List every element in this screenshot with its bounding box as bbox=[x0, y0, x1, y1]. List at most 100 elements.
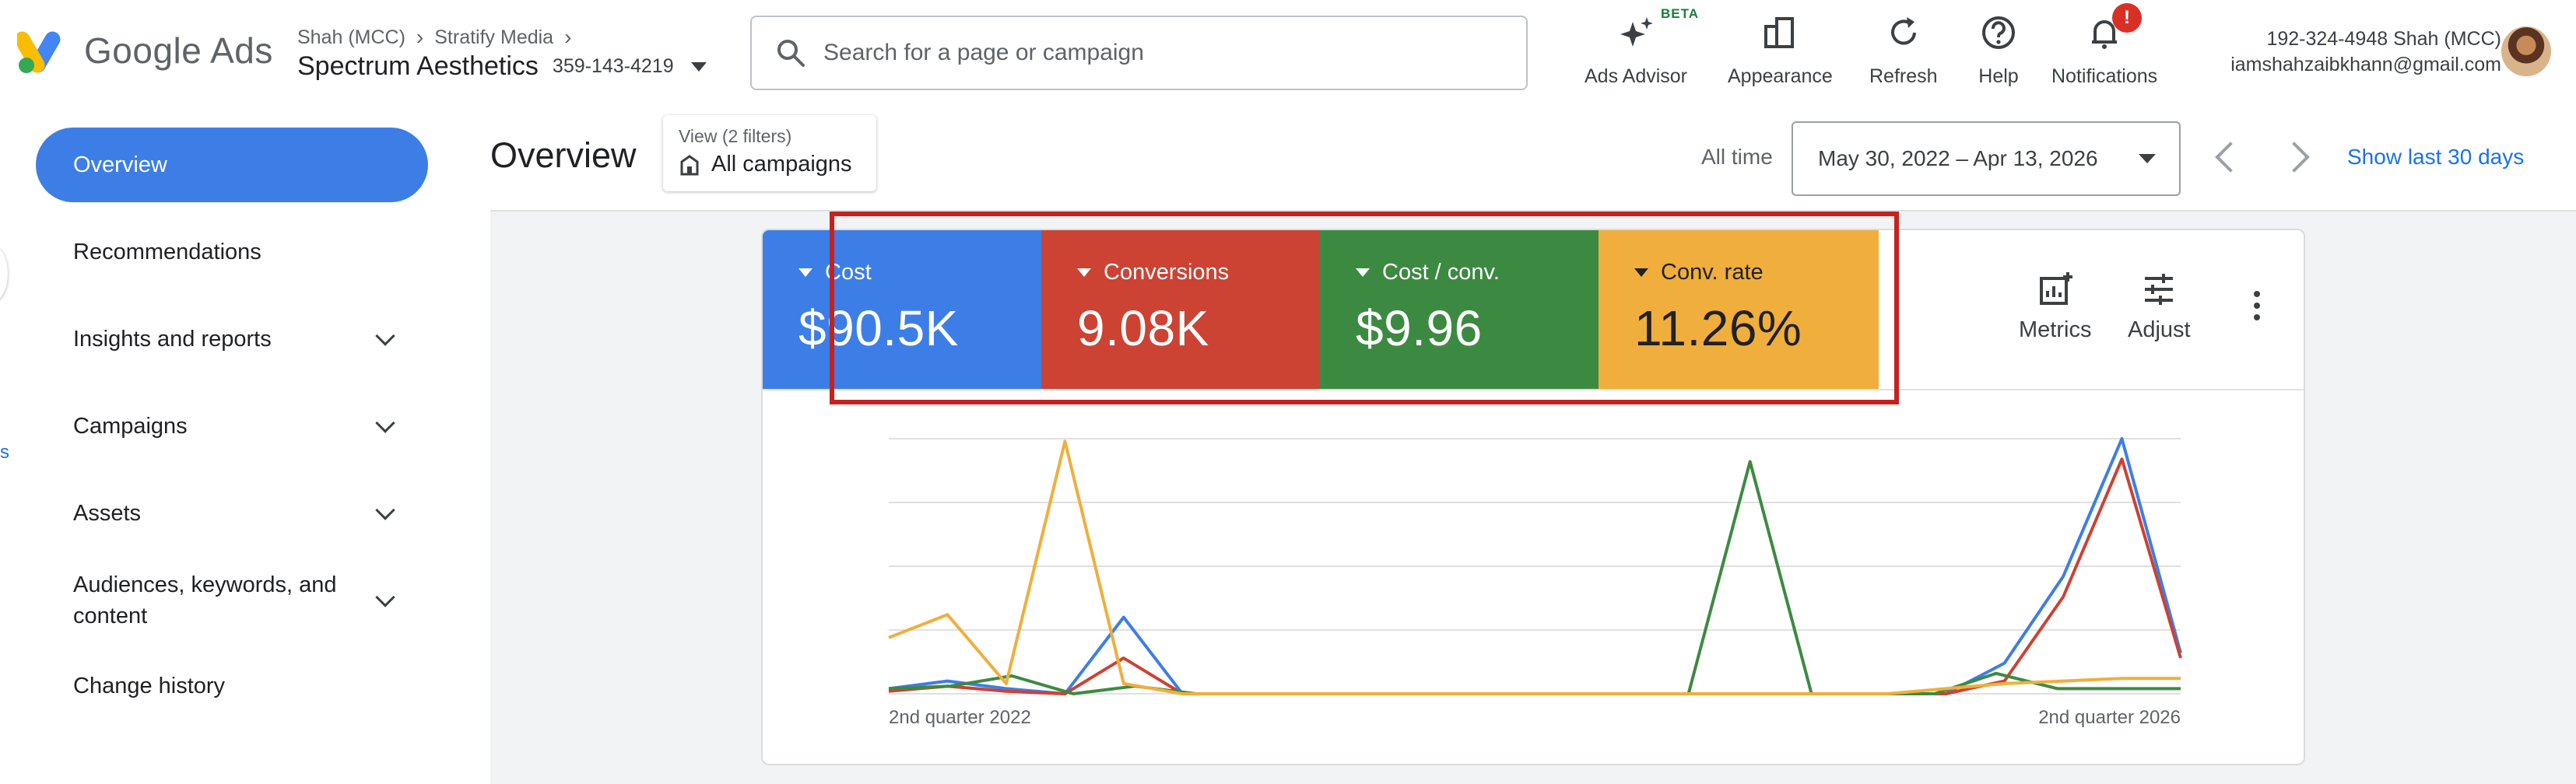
product-name[interactable]: Google Ads bbox=[84, 30, 273, 71]
metric-label: Cost / conv. bbox=[1382, 260, 1500, 285]
metrics-button[interactable]: Metrics bbox=[2019, 271, 2091, 343]
breadcrumb-sub-manager[interactable]: Stratify Media bbox=[434, 26, 554, 48]
appearance-icon bbox=[1760, 12, 1800, 53]
breadcrumb: Shah (MCC) › Stratify Media › bbox=[297, 25, 571, 50]
avatar[interactable] bbox=[2501, 26, 2551, 76]
page-title: Overview bbox=[490, 135, 637, 175]
bell-icon bbox=[2084, 12, 2125, 53]
user-customer-id: 192-324-4948 Shah (MCC) bbox=[2266, 28, 2501, 50]
account-switcher[interactable]: Spectrum Aesthetics 359-143-4219 bbox=[297, 51, 707, 82]
sidebar-item-recommendations[interactable]: Recommendations bbox=[73, 236, 400, 268]
metric-tile-cost-per-conversion[interactable]: Cost / conv. $9.96 bbox=[1320, 230, 1599, 389]
metric-tile-cost[interactable]: Cost $90.5K bbox=[763, 230, 1041, 389]
date-range-label: All time bbox=[1701, 145, 1773, 169]
metric-value: $90.5K bbox=[798, 300, 959, 356]
metric-label: Cost bbox=[825, 260, 872, 285]
chevron-down-icon bbox=[375, 413, 395, 433]
chevron-down-icon bbox=[375, 326, 395, 346]
metric-tile-conversions[interactable]: Conversions 9.08K bbox=[1041, 230, 1320, 389]
chart-series-line-conversions bbox=[888, 457, 2182, 695]
sidebar-item-insights-and-reports[interactable]: Insights and reports bbox=[73, 324, 400, 355]
caret-down-icon bbox=[2139, 154, 2156, 163]
breadcrumb-manager[interactable]: Shah (MCC) bbox=[297, 26, 405, 48]
main-content: Overview View (2 filters) All campaigns … bbox=[459, 103, 2576, 784]
adjust-button[interactable]: Adjust bbox=[2128, 271, 2191, 343]
sidebar-item-assets[interactable]: Assets bbox=[73, 498, 400, 529]
sidebar-edge-text: s bbox=[0, 442, 9, 463]
chart-series-line-conv-rate bbox=[888, 439, 2181, 695]
x-axis-start-label: 2nd quarter 2022 bbox=[889, 707, 1031, 728]
tune-icon bbox=[2145, 274, 2174, 305]
metric-value: 9.08K bbox=[1077, 300, 1209, 356]
sidebar-collapse-handle[interactable] bbox=[0, 246, 8, 302]
next-period-arrow-icon[interactable] bbox=[2279, 142, 2310, 173]
view-filter-value: All campaigns bbox=[711, 152, 852, 177]
sidebar-item-label: Audiences, keywords, and content bbox=[73, 572, 337, 628]
metrics-label: Metrics bbox=[2019, 317, 2092, 342]
performance-card: Cost $90.5K Conversions 9.08K Cost / con… bbox=[761, 229, 2305, 765]
top-bar: Google Ads Shah (MCC) › Stratify Media ›… bbox=[0, 0, 2576, 103]
sidebar-item-label: Change history bbox=[73, 674, 226, 698]
sidebar-item-label: Assets bbox=[73, 501, 142, 526]
google-ads-logo[interactable] bbox=[17, 28, 68, 75]
previous-period-arrow-icon[interactable] bbox=[2215, 142, 2246, 173]
help-button[interactable]: Help bbox=[1978, 12, 2019, 88]
appearance-label: Appearance bbox=[1728, 65, 1833, 87]
x-axis-end-label: 2nd quarter 2026 bbox=[2038, 707, 2181, 728]
user-email: iamshahzaibkhann@gmail.com bbox=[2230, 54, 2501, 75]
more-options-icon[interactable] bbox=[2254, 291, 2260, 320]
metric-label: Conversions bbox=[1104, 260, 1230, 285]
chevron-down-icon bbox=[375, 587, 395, 607]
caret-down-icon bbox=[1634, 268, 1648, 277]
sparkle-icon bbox=[1616, 12, 1656, 53]
sidebar-item-label: Campaigns bbox=[73, 414, 188, 439]
show-last-30-days-link[interactable]: Show last 30 days bbox=[2347, 145, 2525, 169]
date-range-picker[interactable]: May 30, 2022 – Apr 13, 2026 bbox=[1792, 121, 2181, 196]
building-icon bbox=[680, 154, 699, 175]
chevron-right-icon: › bbox=[416, 25, 424, 49]
search-box[interactable] bbox=[750, 16, 1528, 90]
search-icon bbox=[777, 40, 805, 67]
caret-down-icon[interactable] bbox=[690, 61, 707, 72]
caret-down-icon bbox=[1077, 268, 1091, 277]
help-label: Help bbox=[1978, 65, 2019, 87]
account-id: 359-143-4219 bbox=[552, 55, 674, 77]
notifications-label: Notifications bbox=[2051, 65, 2158, 87]
performance-chart: 2nd quarter 2022 2nd quarter 2026 bbox=[888, 437, 2182, 728]
sidebar-item-campaigns[interactable]: Campaigns bbox=[73, 411, 400, 442]
caret-down-icon bbox=[1356, 268, 1370, 277]
ads-advisor-button[interactable]: Ads Advisor bbox=[1585, 12, 1687, 88]
sidebar-item-overview[interactable]: Overview bbox=[36, 128, 428, 202]
adjust-label: Adjust bbox=[2128, 317, 2191, 342]
metric-tile-conversion-rate[interactable]: Conv. rate 11.26% bbox=[1599, 230, 1879, 389]
view-filter-label: View (2 filters) bbox=[679, 126, 792, 146]
sidebar: s Overview Recommendations Insights and … bbox=[0, 103, 459, 784]
chevron-down-icon bbox=[375, 500, 395, 520]
chevron-right-icon: › bbox=[564, 25, 572, 49]
ads-advisor-label: Ads Advisor bbox=[1585, 65, 1688, 87]
appearance-button[interactable]: Appearance bbox=[1728, 12, 1833, 88]
account-name: Spectrum Aesthetics bbox=[297, 51, 539, 81]
sidebar-item-label: Overview bbox=[73, 152, 167, 177]
help-icon bbox=[1978, 12, 2019, 53]
sidebar-item-audiences-keywords-content[interactable]: Audiences, keywords, and content bbox=[73, 569, 400, 632]
beta-badge: BETA bbox=[1661, 6, 1700, 21]
refresh-label: Refresh bbox=[1869, 65, 1938, 87]
notification-alert-badge: ! bbox=[2112, 3, 2142, 33]
metric-label: Conv. rate bbox=[1661, 260, 1764, 285]
sidebar-item-label: Insights and reports bbox=[73, 327, 272, 352]
user-account[interactable]: 192-324-4948 Shah (MCC) iamshahzaibkhann… bbox=[2230, 28, 2501, 76]
notifications-button[interactable]: Notifications bbox=[2051, 12, 2157, 88]
sidebar-item-change-history[interactable]: Change history bbox=[73, 670, 400, 702]
view-filter-button[interactable]: View (2 filters) All campaigns bbox=[663, 115, 876, 191]
sidebar-item-label: Recommendations bbox=[73, 240, 261, 264]
chart-series-line-cost-conv- bbox=[888, 460, 2181, 695]
search-input[interactable] bbox=[823, 40, 1493, 66]
card-divider bbox=[763, 389, 2304, 390]
refresh-icon bbox=[1883, 12, 1924, 53]
metric-value: 11.26% bbox=[1634, 300, 1802, 356]
date-range-value: May 30, 2022 – Apr 13, 2026 bbox=[1818, 146, 2098, 170]
refresh-button[interactable]: Refresh bbox=[1869, 12, 1938, 88]
metric-value: $9.96 bbox=[1356, 300, 1483, 356]
add-chart-icon bbox=[2039, 272, 2072, 305]
